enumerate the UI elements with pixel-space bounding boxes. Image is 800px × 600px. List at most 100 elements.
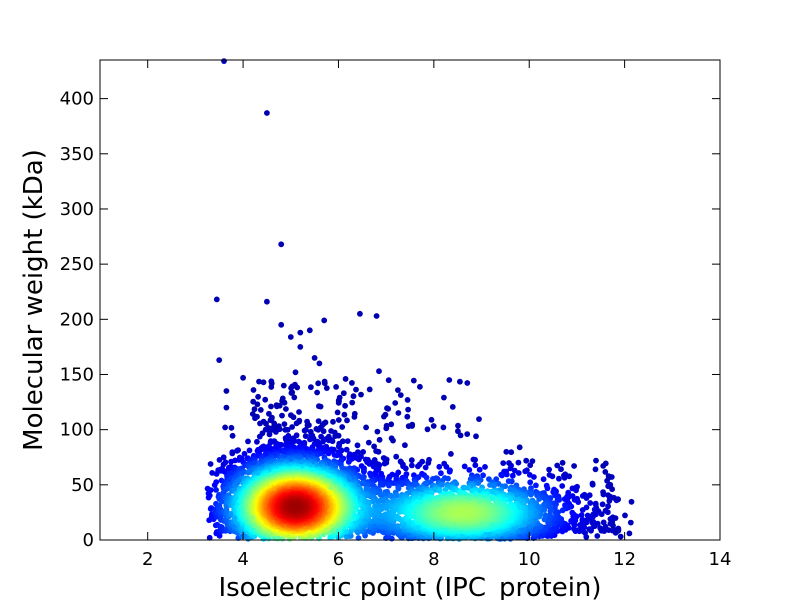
data-point (410, 377, 417, 384)
data-point (254, 401, 261, 408)
data-point (245, 438, 251, 445)
data-point (503, 448, 510, 455)
data-point (360, 475, 367, 482)
data-point (422, 464, 429, 471)
data-point (541, 502, 547, 509)
data-point (600, 519, 607, 526)
data-point (361, 468, 367, 475)
data-point (554, 462, 561, 469)
data-point (628, 498, 635, 505)
data-point (335, 399, 342, 406)
data-point (586, 526, 593, 532)
data-point (306, 327, 313, 334)
data-point (222, 424, 229, 431)
data-point (546, 466, 552, 473)
data-point (213, 296, 220, 303)
data-point (461, 463, 468, 470)
data-point (329, 438, 336, 445)
data-point (363, 424, 369, 431)
data-point (208, 505, 215, 511)
data-point (423, 474, 430, 481)
data-point (283, 406, 289, 412)
data-point (540, 476, 547, 483)
data-point (332, 433, 339, 439)
data-point (425, 460, 432, 466)
data-point (559, 483, 566, 489)
data-point (592, 466, 599, 473)
data-point (617, 533, 624, 540)
data-point (602, 507, 609, 514)
data-point (569, 509, 576, 516)
data-point (207, 487, 214, 493)
data-point (241, 450, 248, 457)
data-point (515, 459, 522, 466)
data-point (394, 523, 401, 529)
data-point (579, 516, 586, 523)
data-point (455, 428, 461, 435)
data-point (566, 473, 573, 480)
data-point (278, 241, 285, 248)
data-point (281, 421, 288, 427)
data-point (320, 428, 327, 435)
data-point (287, 334, 294, 340)
data-point (373, 448, 379, 454)
data-point (445, 475, 451, 482)
data-point (256, 433, 263, 440)
data-point (466, 467, 473, 473)
data-point (436, 463, 443, 470)
data-point (314, 389, 320, 396)
data-point (475, 480, 482, 486)
data-point (593, 457, 599, 464)
data-point (415, 463, 421, 470)
data-point (390, 437, 396, 444)
data-point (408, 457, 415, 464)
data-point (250, 387, 257, 393)
data-point (343, 533, 350, 540)
data-point (206, 492, 213, 499)
data-point (344, 438, 351, 444)
data-point (476, 466, 483, 473)
data-point (448, 451, 454, 457)
data-point (417, 383, 423, 390)
data-point (330, 418, 336, 425)
data-point (341, 411, 348, 418)
data-point (360, 449, 366, 455)
data-point (296, 409, 302, 415)
data-point (409, 462, 415, 469)
data-point (402, 442, 408, 449)
data-point (264, 110, 270, 116)
data-point (370, 463, 377, 470)
data-point (262, 396, 269, 403)
data-point (246, 447, 253, 454)
data-point (542, 512, 549, 519)
data-point (357, 509, 363, 515)
data-point (289, 424, 295, 430)
data-point (359, 480, 366, 487)
data-point (273, 429, 279, 435)
data-point (320, 438, 326, 445)
data-point (323, 385, 330, 391)
data-point (311, 355, 318, 361)
data-point (622, 512, 628, 519)
data-point (388, 421, 395, 428)
data-point (424, 426, 431, 433)
data-point (315, 418, 322, 424)
data-point (294, 384, 301, 391)
data-point (317, 403, 324, 410)
data-point (260, 379, 267, 386)
data-point (207, 461, 214, 467)
data-point (376, 436, 383, 443)
data-point (256, 378, 262, 385)
data-point (373, 313, 380, 319)
data-point (561, 496, 568, 502)
data-point (257, 420, 263, 427)
data-point (268, 384, 275, 390)
data-point (591, 506, 598, 513)
data-point (446, 377, 453, 383)
data-point (218, 498, 225, 505)
data-point (281, 399, 288, 406)
data-point (513, 491, 520, 498)
data-point (476, 416, 482, 422)
data-point (228, 424, 235, 431)
data-point (464, 380, 471, 386)
